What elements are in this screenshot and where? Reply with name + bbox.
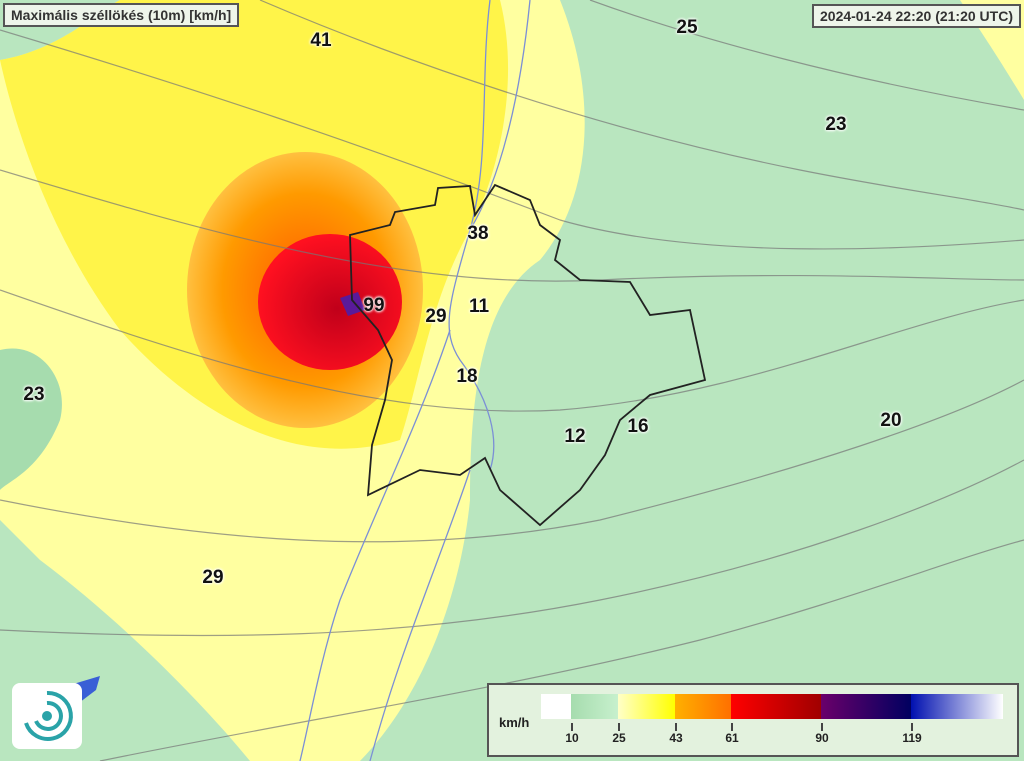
value-label: 16 — [627, 416, 649, 437]
weak-gust-area-w — [0, 348, 62, 490]
legend-tick-label: 10 — [565, 731, 579, 745]
legend-tick — [675, 723, 677, 731]
value-label: 23 — [23, 384, 45, 405]
legend-tick — [571, 723, 573, 731]
value-label: 20 — [880, 410, 902, 431]
value-label: 18 — [456, 366, 478, 387]
color-legend: km/h 10 25 43 61 90 119 — [487, 683, 1019, 757]
map-title: Maximális széllökés (10m) [km/h] — [3, 3, 240, 27]
value-label: 12 — [564, 426, 586, 447]
value-label: 99 — [363, 295, 385, 316]
legend-tick-label: 43 — [669, 731, 683, 745]
legend-tick — [911, 723, 913, 731]
value-label: 25 — [676, 17, 698, 38]
legend-tick — [821, 723, 823, 731]
peak-gust-spot — [340, 292, 365, 316]
swirl-logo-icon — [12, 683, 82, 749]
legend-unit: km/h — [499, 715, 530, 730]
legend-tick — [731, 723, 733, 731]
value-label: 41 — [310, 30, 332, 51]
value-label: 23 — [825, 114, 847, 135]
timestamp: 2024-01-24 22:20 (21:20 UTC) — [812, 4, 1021, 28]
legend-tick-label: 61 — [725, 731, 739, 745]
rivers — [299, 0, 531, 761]
city-border — [349, 183, 707, 527]
legend-tick-label: 119 — [902, 731, 922, 745]
value-label: 29 — [202, 567, 224, 588]
extreme-gust-area — [258, 234, 402, 370]
value-label: 29 — [425, 306, 447, 327]
legend-tick-label: 25 — [612, 731, 626, 745]
legend-tick — [618, 723, 620, 731]
value-label: 38 — [467, 223, 489, 244]
value-label: 11 — [468, 296, 490, 317]
legend-tick-label: 90 — [815, 731, 829, 745]
legend-color-bar — [541, 694, 1003, 719]
